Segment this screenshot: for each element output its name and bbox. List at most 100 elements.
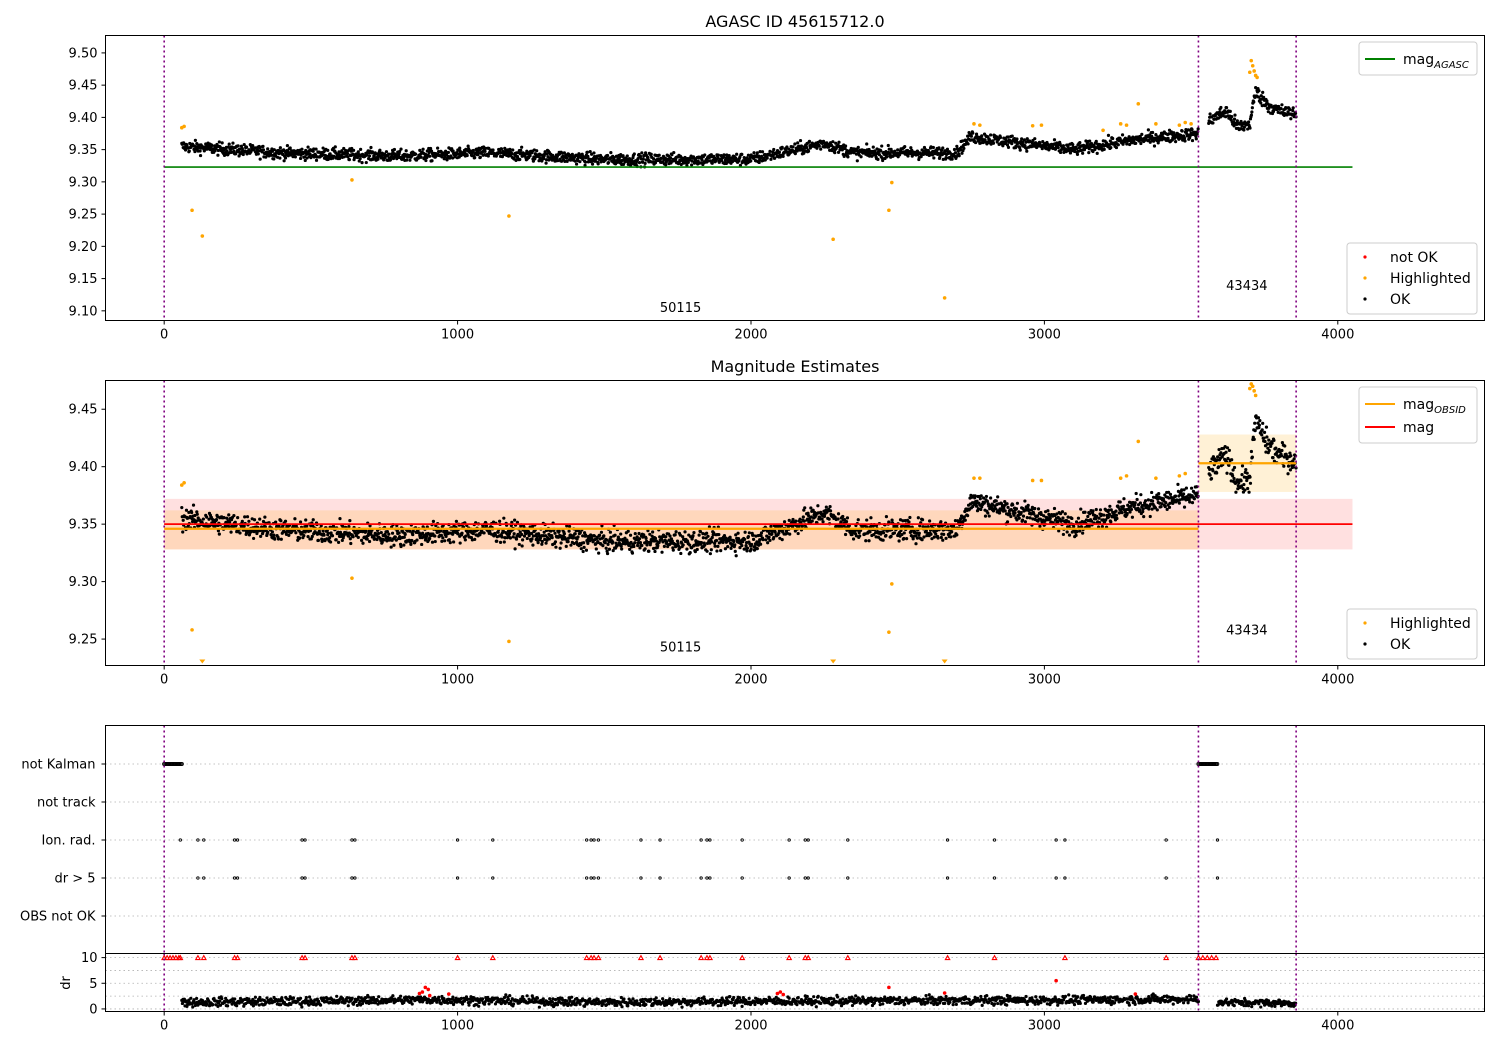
estimate-ok-point [1095, 514, 1099, 518]
agasc-ok-point [347, 158, 351, 162]
agasc-ok-point [187, 149, 191, 153]
ion-rad-flag [232, 838, 237, 842]
estimate-ok-point [836, 517, 840, 521]
estimate-ok-point [1108, 504, 1112, 508]
agasc-ok-point [922, 145, 927, 150]
estimate-ok-point [1129, 507, 1134, 512]
agasc-ok-point [1183, 139, 1187, 143]
agasc-lower-legend-box [1346, 242, 1478, 315]
agasc-ok-point [795, 149, 799, 153]
estimate-ok-point [195, 510, 199, 514]
estimate-ok-point [769, 524, 773, 528]
estimate-ok-point [914, 542, 918, 546]
estimate-ok-point [671, 546, 675, 550]
dr-gt-5-flag [232, 876, 237, 880]
agasc-ok-point [298, 156, 303, 161]
estimate-ok-point [531, 543, 535, 547]
ion-rad-flag [589, 838, 593, 842]
agasc-ok-point [542, 157, 546, 161]
agasc-ok-point [376, 157, 380, 161]
estimate-ok-point [601, 544, 605, 548]
estimate-ok-point [304, 518, 308, 522]
estimate-ok-point [242, 524, 246, 528]
estimate-ok-point [647, 549, 651, 553]
agasc-ok-point [1257, 89, 1261, 93]
ion-rad-flag [300, 838, 304, 842]
estimate-ok-point [946, 525, 950, 529]
estimate-ok-point [605, 538, 609, 542]
estimate-lower-legend-marker [1363, 621, 1367, 625]
estimate-ok-point [603, 541, 607, 545]
estimate-ok-point [651, 530, 655, 534]
agasc-ok-point [300, 147, 304, 151]
agasc-ok-point [216, 148, 220, 153]
agasc-ok-point [384, 150, 389, 154]
estimate-ok-point [258, 517, 262, 521]
agasc-ok-point [1174, 139, 1178, 144]
estimate-ok-point [703, 543, 707, 547]
agasc-ok-point [893, 149, 897, 153]
estimate-ok-point [442, 529, 446, 533]
estimate-ok-point [1232, 476, 1236, 481]
dr-gt-5-flag [1164, 876, 1168, 880]
estimate-ok-point [276, 537, 281, 541]
estimate-ok-point [507, 531, 512, 536]
agasc-ok-point [303, 158, 307, 163]
estimate-ok-point [800, 524, 804, 528]
agasc-ok-point [1248, 126, 1252, 130]
estimate-ok-point [214, 518, 219, 522]
estimate-ok-point [542, 530, 546, 534]
estimate-ok-point [508, 536, 512, 540]
estimate-ok-point [1052, 506, 1057, 511]
agasc-ok-point [1239, 119, 1243, 124]
agasc-ok-point [879, 149, 883, 153]
agasc-ok-point [941, 157, 945, 161]
estimate-ok-point [714, 538, 719, 543]
agasc-ok-point [819, 147, 823, 151]
agasc-ok-point [1146, 128, 1150, 132]
dr-gt-5-flag [589, 876, 593, 880]
estimate-ok-point [361, 541, 365, 545]
estimate-ok-point [908, 515, 912, 520]
agasc-ok-point [1180, 129, 1184, 133]
estimate-ok-point [679, 551, 683, 556]
estimate-ok-point [934, 532, 938, 536]
estimate-ok-point [989, 496, 993, 500]
agasc-ok-point [237, 147, 242, 151]
estimate-ok-point [305, 524, 309, 528]
estimate-ok-point [245, 515, 250, 519]
estimate-ok-point [433, 539, 437, 544]
estimate-ok-point [750, 542, 754, 547]
agasc-ok-point [193, 138, 197, 142]
estimate-ok-point [734, 554, 738, 558]
estimate-highlighted-point [1183, 471, 1188, 476]
agasc-ok-point [272, 157, 276, 161]
agasc-ok-point [625, 154, 629, 158]
estimate-ok-point [821, 520, 825, 524]
agasc-lower-legend-label: Highlighted [1390, 271, 1471, 287]
estimate-ok-point [1164, 501, 1168, 505]
estimate-ok-point [385, 530, 389, 534]
estimate-ok-point [816, 504, 820, 508]
estimate-ok-point [929, 532, 933, 536]
agasc-ok-point [285, 143, 290, 148]
estimate-ok-point [579, 547, 583, 551]
estimate-xtick-label: 4000 [1321, 673, 1354, 688]
estimate-ok-point [759, 531, 764, 535]
agasc-ok-point [183, 148, 188, 152]
estimate-ok-point [1139, 493, 1143, 497]
estimate-ok-point [974, 504, 979, 508]
estimate-ok-point [420, 542, 424, 547]
estimate-ok-point [962, 515, 966, 519]
estimate-ok-point [184, 508, 189, 512]
estimate-ok-point [1217, 447, 1221, 452]
agasc-ok-point [1014, 144, 1018, 148]
estimate-ok-point [1086, 514, 1090, 519]
agasc-ok-point [236, 144, 240, 148]
estimate-ok-point [941, 538, 945, 542]
estimate-ok-point [1087, 524, 1091, 529]
ion-rad-flag [803, 838, 807, 842]
estimate-ok-point [1028, 516, 1032, 520]
estimate-ok-point [1125, 511, 1129, 516]
agasc-ok-point [944, 156, 948, 160]
